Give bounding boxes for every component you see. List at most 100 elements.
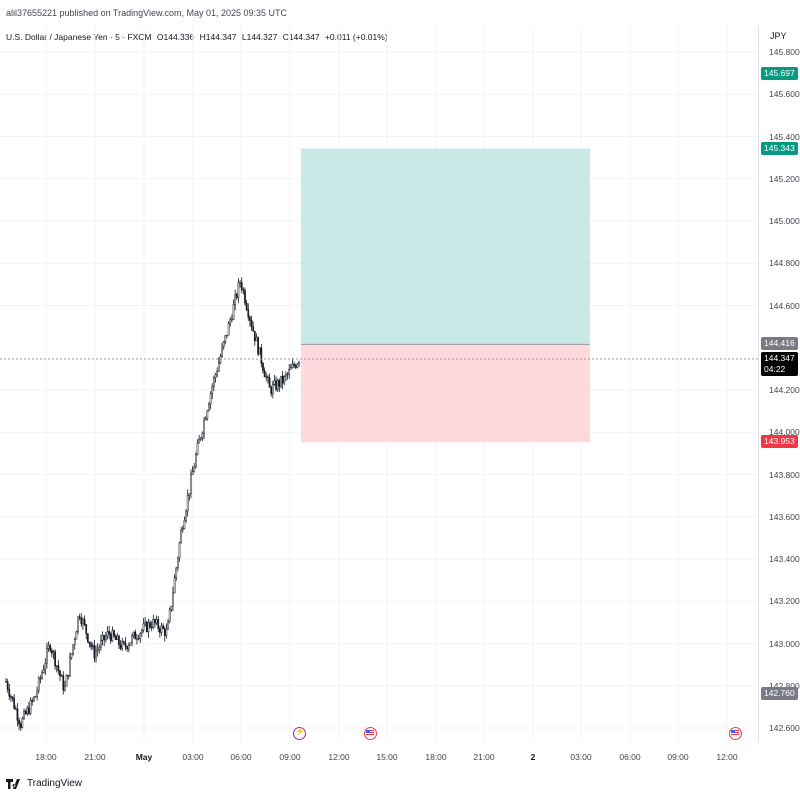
candle-body [47, 645, 50, 649]
entry-price-tag: 144.416 [761, 337, 798, 351]
time-axis[interactable]: 18:00 21:00 May 03:00 06:00 09:00 12:00 15:00 18… [0, 742, 758, 770]
candle-body [82, 619, 84, 625]
candle-body [285, 374, 287, 377]
candle-body [224, 335, 227, 342]
candle-body [231, 319, 233, 321]
candle-body [57, 665, 60, 672]
candle-body [186, 495, 189, 512]
time-axis-label: 09:00 [667, 752, 689, 762]
time-axis-label: 15:00 [376, 752, 398, 762]
candle-body [80, 617, 83, 625]
candle-body [145, 621, 148, 633]
candle-body [216, 371, 219, 375]
candle-body [159, 628, 161, 633]
symbol-legend[interactable]: U.S. Dollar / Japanese Yen · 5 · FXCM O1… [6, 32, 391, 42]
candle-body [226, 334, 228, 337]
candle-body [100, 640, 102, 648]
us-flag-event-icon[interactable] [729, 727, 742, 740]
price-chart[interactable] [0, 26, 758, 742]
candle-body [28, 707, 30, 714]
candle-body [247, 309, 250, 318]
candle-body [96, 648, 99, 652]
candle-body [168, 609, 171, 623]
tradingview-logo: TradingView [6, 778, 82, 789]
candle-body [124, 642, 127, 647]
candle-body [170, 605, 173, 610]
price-axis-label: 145.600 [769, 89, 800, 100]
candle-body [163, 628, 166, 637]
candle-body [275, 380, 277, 390]
candle-body [291, 363, 294, 368]
candle-body [181, 528, 184, 531]
candle-body [240, 282, 243, 290]
current-price-value: 144.347 [764, 352, 795, 363]
candle-body [177, 557, 179, 569]
price-axis-label: 143.000 [769, 638, 800, 649]
price-axis[interactable]: 145.800 145.600 145.400 145.200 145.000 144.8… [758, 26, 800, 742]
candle-body [203, 419, 205, 434]
candle-body [286, 373, 289, 376]
candle-body [196, 442, 199, 455]
candle-body [294, 365, 297, 368]
candle-body [111, 630, 114, 642]
candle-body [18, 720, 20, 725]
candle-body [252, 326, 255, 332]
candle-body [276, 380, 279, 390]
currency-label[interactable]: JPY [770, 31, 787, 41]
price-axis-label: 145.800 [769, 47, 800, 57]
candle-body [142, 623, 145, 631]
candle-body [214, 374, 217, 379]
price-axis-label: 143.200 [769, 596, 800, 607]
time-axis-label: 18:00 [425, 752, 447, 762]
candle-body [109, 633, 112, 642]
candle-body [271, 384, 274, 394]
candle-body [288, 369, 291, 375]
candle-body [42, 669, 45, 673]
legend-symbol[interactable]: U.S. Dollar / Japanese Yen · 5 · FXCM [6, 32, 152, 42]
time-axis-label: 03:00 [182, 752, 204, 762]
candle-body [206, 410, 209, 419]
take-profit-tag: 145.343 [761, 141, 798, 155]
time-axis-label: 06:00 [230, 752, 252, 762]
candle-body [278, 380, 281, 387]
price-axis-label: 143.600 [769, 511, 800, 522]
candle-body [188, 493, 191, 496]
candle-body [249, 316, 251, 321]
candle-body [263, 370, 266, 378]
candle-body [152, 619, 155, 628]
candle-body [11, 696, 14, 699]
time-axis-label: 12:00 [716, 752, 738, 762]
candle-body [237, 282, 240, 298]
candle-body [83, 619, 86, 625]
chart-plot-area[interactable] [0, 26, 758, 742]
candle-body [75, 631, 78, 640]
candle-body [144, 621, 146, 625]
candle-body [49, 645, 52, 651]
candle-body [119, 644, 122, 649]
candle-body [198, 439, 201, 444]
candle-body [167, 621, 169, 630]
candle-body [24, 711, 27, 715]
candle-body [60, 675, 63, 677]
header-bar: alil37655221 published on TradingView.co… [0, 0, 800, 26]
us-flag-event-icon[interactable] [364, 727, 377, 740]
bar-countdown: 04:22 [764, 363, 786, 374]
candle-body [155, 619, 158, 624]
long-position-tool[interactable] [301, 148, 590, 443]
price-axis-label: 144.200 [769, 385, 800, 395]
candle-body [127, 645, 130, 650]
target-price-tag: 145.697 [761, 66, 798, 80]
candle-body [222, 341, 225, 348]
lightning-event-icon[interactable] [293, 727, 306, 740]
candle-body [281, 375, 284, 384]
candle-body [147, 622, 150, 633]
candle-body [36, 690, 38, 697]
candle-body [121, 641, 124, 649]
candle-body [131, 635, 133, 643]
candle-body [108, 631, 110, 635]
candle-body [113, 630, 115, 637]
tradingview-logo-icon [6, 778, 20, 789]
loss-zone [301, 344, 590, 443]
legend-low: L144.327 [241, 32, 278, 42]
candle-body [116, 635, 119, 641]
